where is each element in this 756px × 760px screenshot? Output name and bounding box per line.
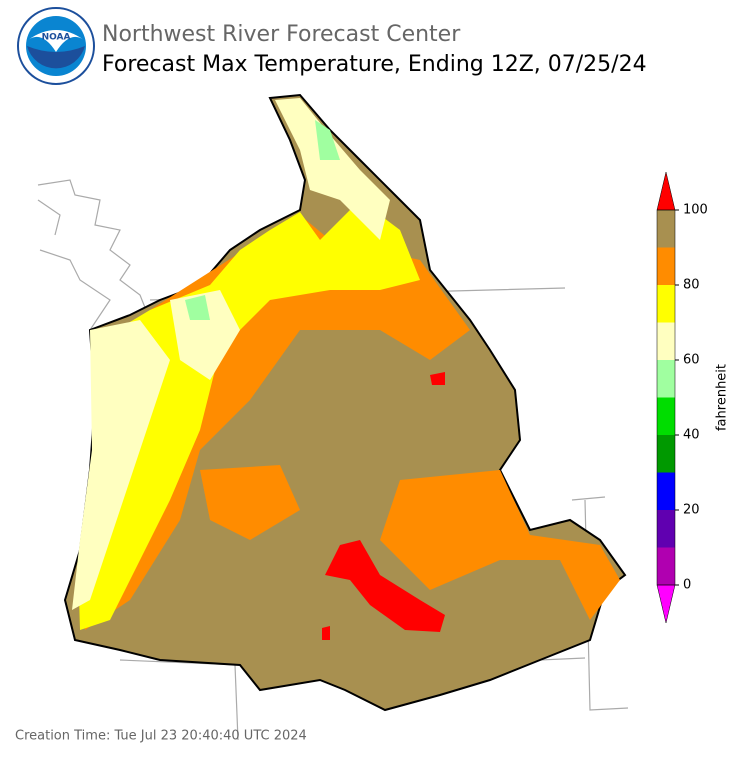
temp-70-80 [78,200,420,630]
temp-50-60 [185,120,340,320]
colorbar-bin [657,360,675,398]
colorbar-tick-label: 20 [683,503,700,518]
colorbar-tick-label: 40 [683,428,700,443]
colorbar-tick-label: 80 [683,278,700,293]
org-name: Northwest River Forecast Center [102,22,461,47]
colorbar-bin [657,247,675,285]
colorbar-tick-label: 100 [683,203,708,218]
colorbar-label: fahrenheit [715,364,730,431]
map [37,93,629,741]
colorbar-bin [657,210,675,248]
colorbar-frame [656,209,676,586]
colorbar-tick-label: 0 [683,578,691,593]
colorbar-bin [657,397,675,435]
colorbar-bin [657,547,675,585]
temp-over-100 [322,372,445,640]
colorbar: 0 20 40 60 80 100 fahrenheit [656,171,730,624]
colorbar-bin [657,435,675,473]
map-title: Forecast Max Temperature, Ending 12Z, 07… [102,52,647,77]
colorbar-bin [657,322,675,360]
colorbar-bin [657,510,675,548]
colorbar-bin [657,472,675,510]
noaa-logo: NOAA [17,7,95,85]
temp-60-70 [72,98,390,610]
creation-time: Creation Time: Tue Jul 23 20:40:40 UTC 2… [15,729,307,744]
colorbar-bin [657,285,675,323]
svg-text:NOAA: NOAA [42,33,71,43]
colorbar-tick-label: 60 [683,353,700,368]
